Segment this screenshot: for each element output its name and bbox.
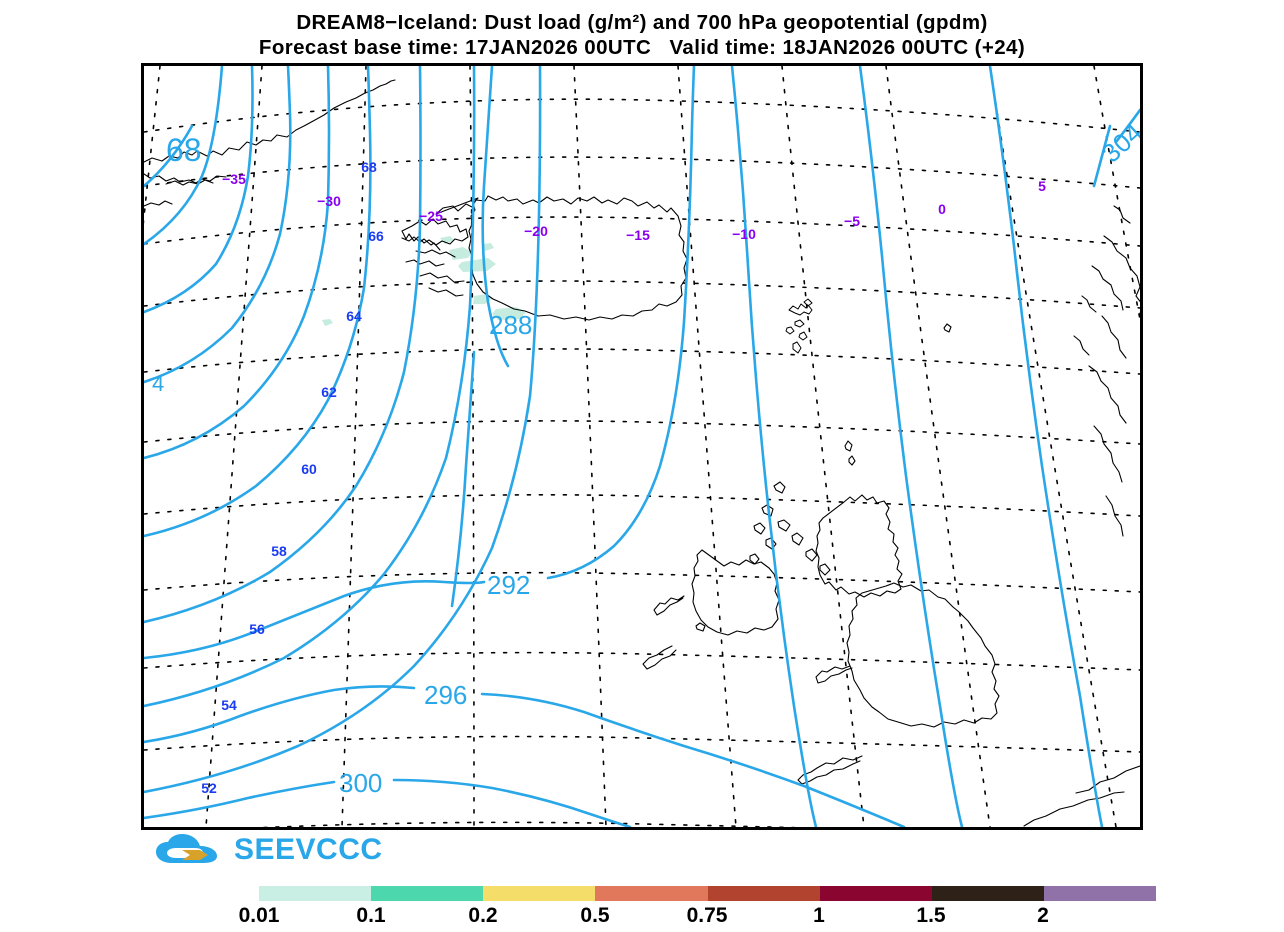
colorbar-segment-4 bbox=[707, 886, 820, 901]
colorbar-segment-3 bbox=[595, 886, 708, 901]
colorbar-tick: 1.5 bbox=[916, 904, 946, 927]
map-panel: 68 66 64 62 60 58 56 54 52 50 −35 −30 −2… bbox=[141, 63, 1143, 830]
lon-label: −25 bbox=[419, 208, 443, 224]
colorbar-segment-6 bbox=[931, 886, 1044, 901]
colorbar-segment-2 bbox=[483, 886, 596, 901]
lat-label: 58 bbox=[271, 543, 287, 559]
latitude-labels: 68 66 64 62 60 58 56 54 52 50 bbox=[201, 159, 384, 796]
colorbar-tick: 0.75 bbox=[686, 904, 728, 927]
lat-label: 56 bbox=[249, 621, 265, 637]
contour-label: 68 bbox=[166, 132, 202, 168]
lon-label: −35 bbox=[222, 171, 246, 187]
colorbar-segment-1 bbox=[371, 886, 484, 901]
colorbar-tick-labels: 0.01 0.1 0.2 0.5 0.75 1 1.5 2 bbox=[239, 904, 1156, 932]
contour-label: 288 bbox=[489, 310, 532, 340]
colorbar-tick: 0.2 bbox=[468, 904, 498, 927]
dust-load-colorbar: 0.01 0.1 0.2 0.5 0.75 1 1.5 2 bbox=[239, 886, 1156, 932]
lat-label: 68 bbox=[361, 159, 377, 175]
colorbar-tick: 1 bbox=[813, 904, 825, 927]
geopotential-contours bbox=[144, 66, 1140, 827]
chart-title-block: DREAM8−Iceland: Dust load (g/m²) and 700… bbox=[0, 10, 1284, 60]
graticule-gridlines bbox=[144, 66, 1140, 827]
title-line-2: Forecast base time: 17JAN2026 00UTC Vali… bbox=[258, 36, 1026, 59]
lon-label: 5 bbox=[1038, 178, 1046, 194]
contour-label: 292 bbox=[487, 570, 530, 600]
lon-label: −15 bbox=[626, 227, 650, 243]
lat-label: 62 bbox=[321, 384, 337, 400]
cloud-icon bbox=[156, 834, 217, 863]
contour-label: 296 bbox=[424, 680, 467, 710]
contour-labels: 68 4 288 292 296 300 304 bbox=[152, 117, 1140, 798]
colorbar-strip bbox=[259, 886, 1156, 901]
lat-label: 64 bbox=[346, 308, 362, 324]
lon-label: −30 bbox=[317, 193, 341, 209]
contour-label: 304 bbox=[1096, 117, 1140, 168]
lon-label: −10 bbox=[732, 226, 756, 242]
coastlines bbox=[144, 79, 1140, 827]
lon-label: −20 bbox=[524, 223, 548, 239]
colorbar-tick: 0.1 bbox=[356, 904, 386, 927]
lon-label: −5 bbox=[844, 213, 860, 229]
lat-label: 60 bbox=[301, 461, 317, 477]
colorbar-tick: 0.01 bbox=[238, 904, 280, 927]
contour-label: 300 bbox=[339, 768, 382, 798]
lon-label: 0 bbox=[938, 201, 946, 217]
lat-label: 54 bbox=[221, 697, 237, 713]
lat-label: 52 bbox=[201, 780, 217, 796]
colorbar-segment-0 bbox=[259, 886, 372, 901]
lat-label: 66 bbox=[368, 228, 384, 244]
colorbar-tick: 2 bbox=[1037, 904, 1049, 927]
contour-label: 4 bbox=[152, 371, 164, 396]
logo-text: SEEVCCC bbox=[234, 833, 383, 866]
colorbar-segment-7 bbox=[1043, 886, 1156, 901]
map-canvas: 68 66 64 62 60 58 56 54 52 50 −35 −30 −2… bbox=[144, 66, 1140, 827]
longitude-labels: −35 −30 −25 −20 −15 −10 −5 0 5 bbox=[222, 171, 1046, 243]
seevccc-logo: SEEVCCC bbox=[155, 833, 383, 867]
colorbar-segment-5 bbox=[819, 886, 932, 901]
title-line-1: DREAM8−Iceland: Dust load (g/m²) and 700… bbox=[296, 11, 988, 34]
colorbar-tick: 0.5 bbox=[580, 904, 610, 927]
